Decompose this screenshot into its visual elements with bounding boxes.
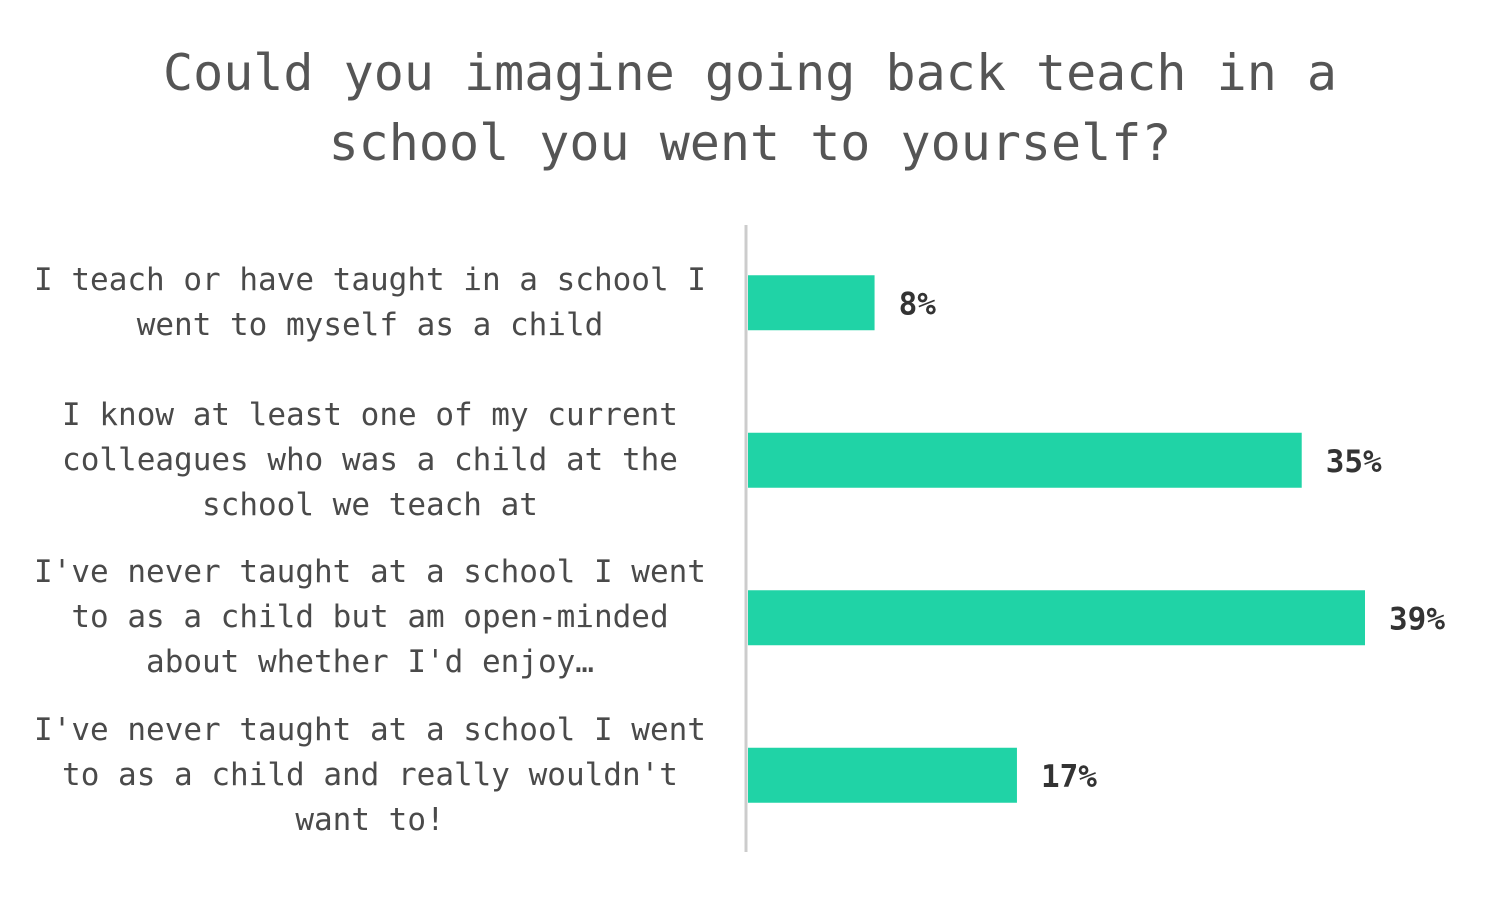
category-label: I teach or have taught in a school I wen…	[34, 261, 706, 343]
chart-title: Could you imagine going back teach in a …	[163, 44, 1337, 172]
category-label: I've never taught at a school I went to …	[34, 554, 706, 681]
category-label: I know at least one of my current collea…	[62, 396, 678, 523]
bar	[748, 747, 1017, 803]
value-label: 8%	[899, 286, 937, 322]
value-label: 35%	[1326, 444, 1382, 480]
bar	[748, 275, 875, 331]
category-label: I've never taught at a school I went to …	[34, 711, 706, 838]
value-label: 17%	[1041, 759, 1097, 795]
bar	[748, 432, 1302, 488]
value-label: 39%	[1389, 601, 1445, 637]
bar	[748, 590, 1365, 646]
